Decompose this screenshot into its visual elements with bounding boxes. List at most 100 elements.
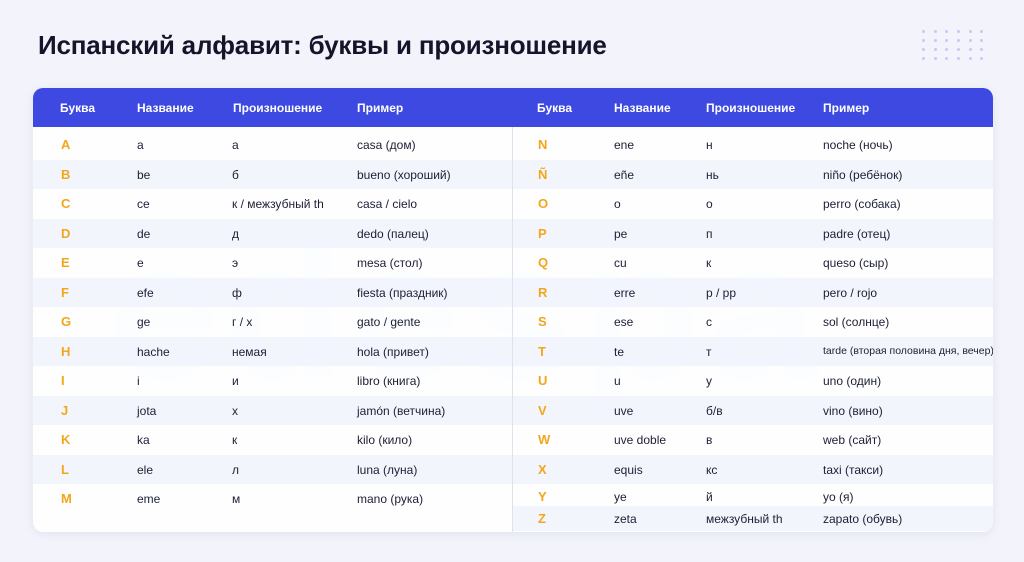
example-cell: taxi (такси) <box>823 462 884 477</box>
name-cell: a <box>137 138 144 152</box>
example-cell: vino (вино) <box>823 403 883 418</box>
pronunciation-cell: ф <box>232 285 242 300</box>
header-example-left: Пример <box>357 101 404 115</box>
table-header: Буква Название Произношение Пример Буква… <box>33 88 993 127</box>
letter-cell: K <box>61 432 71 447</box>
letter-cell: Z <box>538 511 546 526</box>
example-cell: bueno (хороший) <box>357 167 451 182</box>
example-cell: casa / cielo <box>357 197 418 211</box>
dot <box>945 57 949 60</box>
pronunciation-cell: и <box>232 374 239 388</box>
example-cell: mano (рука) <box>357 492 424 506</box>
example-cell: padre (отец) <box>823 226 891 241</box>
example-cell: sol (солнце) <box>823 315 890 329</box>
letter-cell: C <box>61 196 71 211</box>
letter-cell: T <box>538 343 546 359</box>
header-letter-left: Буква <box>60 101 96 115</box>
letter-cell: V <box>538 402 547 418</box>
dot <box>945 48 949 51</box>
example-cell: tarde (вторая половина дня, вечер) <box>823 344 993 357</box>
name-cell: uve doble <box>614 433 667 447</box>
letter-cell: H <box>61 343 71 359</box>
dot <box>980 48 984 51</box>
example-cell: casa (дом) <box>357 138 416 152</box>
example-cell: gato / gente <box>357 315 421 329</box>
dot <box>933 48 937 51</box>
pronunciation-cell: н <box>706 138 713 152</box>
pronunciation-cell: г / х <box>232 315 253 329</box>
name-cell: eñe <box>614 167 635 182</box>
dot <box>968 39 972 42</box>
name-cell: erre <box>614 285 636 300</box>
dot <box>933 30 937 33</box>
dot <box>980 30 984 33</box>
name-cell: jota <box>137 403 157 418</box>
letter-cell: S <box>538 314 547 329</box>
name-cell: de <box>137 226 151 241</box>
dot <box>922 57 925 60</box>
name-cell: i <box>137 374 140 388</box>
example-cell: libro (книга) <box>357 374 421 388</box>
header-name-left: Название <box>137 101 194 115</box>
column-divider <box>512 127 513 532</box>
name-cell: uve <box>614 403 634 418</box>
example-cell: web (сайт) <box>823 433 882 447</box>
header-pronunciation-right: Произношение <box>706 101 796 115</box>
letter-cell: Y <box>538 489 547 504</box>
pronunciation-cell: межзубный th <box>706 512 783 526</box>
pronunciation-cell: к / межзубный th <box>232 197 324 211</box>
pronunciation-cell: а <box>232 138 239 152</box>
example-cell: uno (один) <box>823 374 882 388</box>
letter-cell: Q <box>538 255 549 270</box>
letter-cell: F <box>61 284 69 300</box>
letter-cell: P <box>538 225 547 241</box>
name-cell: ye <box>614 490 627 504</box>
letter-cell: R <box>538 284 548 300</box>
pronunciation-cell: о <box>706 197 713 211</box>
example-cell: kilo (кило) <box>357 433 413 447</box>
pronunciation-cell: э <box>232 256 239 270</box>
dot <box>945 30 949 33</box>
dot <box>957 57 960 60</box>
example-cell: queso (сыр) <box>823 256 889 270</box>
name-cell: pe <box>614 226 628 241</box>
name-cell: ese <box>614 315 634 329</box>
pronunciation-cell: й <box>706 490 713 504</box>
dot <box>968 57 972 60</box>
pronunciation-cell: немая <box>232 344 267 359</box>
letter-cell: G <box>61 314 72 329</box>
example-cell: luna (луна) <box>357 462 418 477</box>
pronunciation-cell: п <box>706 226 713 241</box>
header-letter-right: Буква <box>537 101 573 115</box>
letter-cell: Ñ <box>538 166 548 182</box>
letter-cell: M <box>61 491 72 506</box>
example-cell: yo (я) <box>823 490 854 504</box>
pronunciation-cell: с <box>706 315 712 329</box>
pronunciation-cell: д <box>232 226 240 241</box>
dot <box>968 48 972 51</box>
example-cell: mesa (стол) <box>357 256 423 270</box>
letter-cell: I <box>61 373 65 388</box>
letter-cell: U <box>538 373 548 388</box>
name-cell: zeta <box>614 512 637 526</box>
pronunciation-cell: у <box>706 374 712 388</box>
letter-cell: N <box>538 137 548 152</box>
pronunciation-cell: л <box>232 462 240 477</box>
